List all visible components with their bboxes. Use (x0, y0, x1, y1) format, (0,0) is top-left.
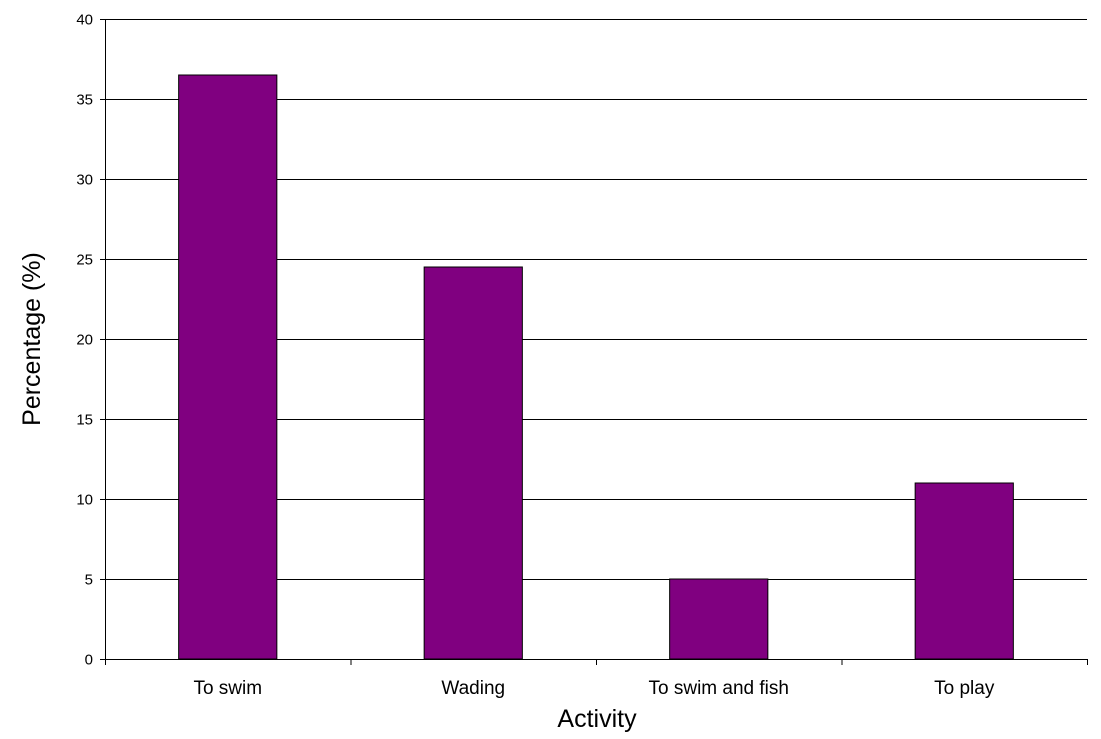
x-category-label: To play (934, 678, 995, 699)
x-category-label: Wading (441, 678, 505, 699)
x-category-labels: To swim Wading To swim and fish To play (193, 678, 994, 699)
x-axis-title: Activity (557, 705, 637, 733)
y-tick-label: 30 (76, 172, 93, 189)
bar (178, 74, 278, 660)
bar (914, 482, 1014, 660)
y-tick-label: 10 (76, 492, 93, 509)
axes (100, 19, 1088, 665)
y-tick-label: 20 (76, 332, 93, 349)
bars (178, 74, 1014, 660)
y-tick-labels: 0 5 10 15 20 25 30 35 40 (76, 12, 93, 669)
y-tick-label: 15 (76, 412, 93, 429)
x-category-label: To swim (193, 678, 262, 699)
y-tick-label: 5 (85, 572, 93, 589)
bar (423, 266, 523, 660)
y-tick-label: 40 (76, 12, 93, 29)
bar (669, 578, 769, 660)
y-axis-title: Percentage (%) (18, 252, 46, 426)
y-tick-label: 35 (76, 92, 93, 109)
y-tick-label: 25 (76, 252, 93, 269)
y-tick-label: 0 (85, 652, 93, 669)
x-category-label: To swim and fish (649, 678, 789, 699)
